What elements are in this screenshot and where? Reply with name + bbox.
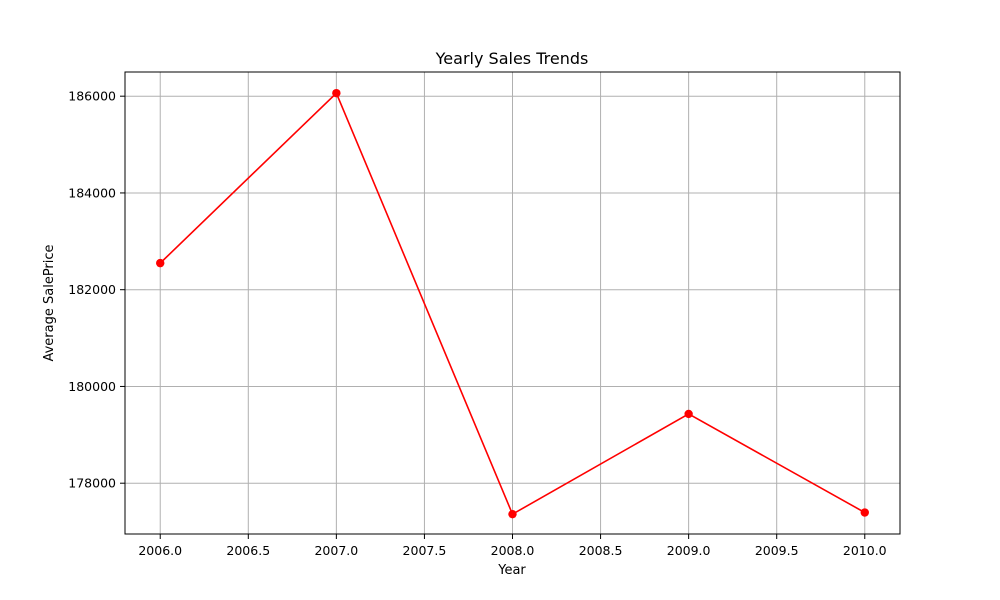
data-point	[156, 258, 165, 268]
grid-layer	[125, 72, 900, 534]
data-point	[684, 409, 693, 419]
x-tick-label: 2009.5	[755, 543, 799, 558]
x-tick-label: 2006.5	[226, 543, 270, 558]
y-tick-label: 180000	[68, 379, 116, 394]
x-tick-label: 2007.5	[403, 543, 447, 558]
x-tick-label: 2007.0	[314, 543, 358, 558]
x-tick-label: 2006.0	[138, 543, 182, 558]
y-tick-label: 184000	[68, 185, 116, 200]
ticks-layer: 2006.0 2006.5 2007.0 2007.5 2008.0 2008.5 2009…	[68, 89, 886, 558]
x-tick-label: 2010.0	[843, 543, 887, 558]
x-tick-label: 2008.5	[579, 543, 623, 558]
chart-title: Yearly Sales Trends	[435, 49, 589, 68]
y-axis-label: Average SalePrice	[42, 244, 57, 361]
y-tick-label: 178000	[68, 476, 116, 491]
y-tick-label: 182000	[68, 282, 116, 297]
x-tick-label: 2009.0	[667, 543, 711, 558]
y-tick-label: 186000	[68, 89, 116, 104]
data-point	[860, 508, 869, 517]
series-layer	[156, 88, 869, 519]
x-tick-label: 2008.0	[491, 543, 535, 558]
data-point	[332, 88, 341, 98]
x-axis-label: Year	[497, 563, 526, 578]
data-point	[508, 509, 517, 519]
